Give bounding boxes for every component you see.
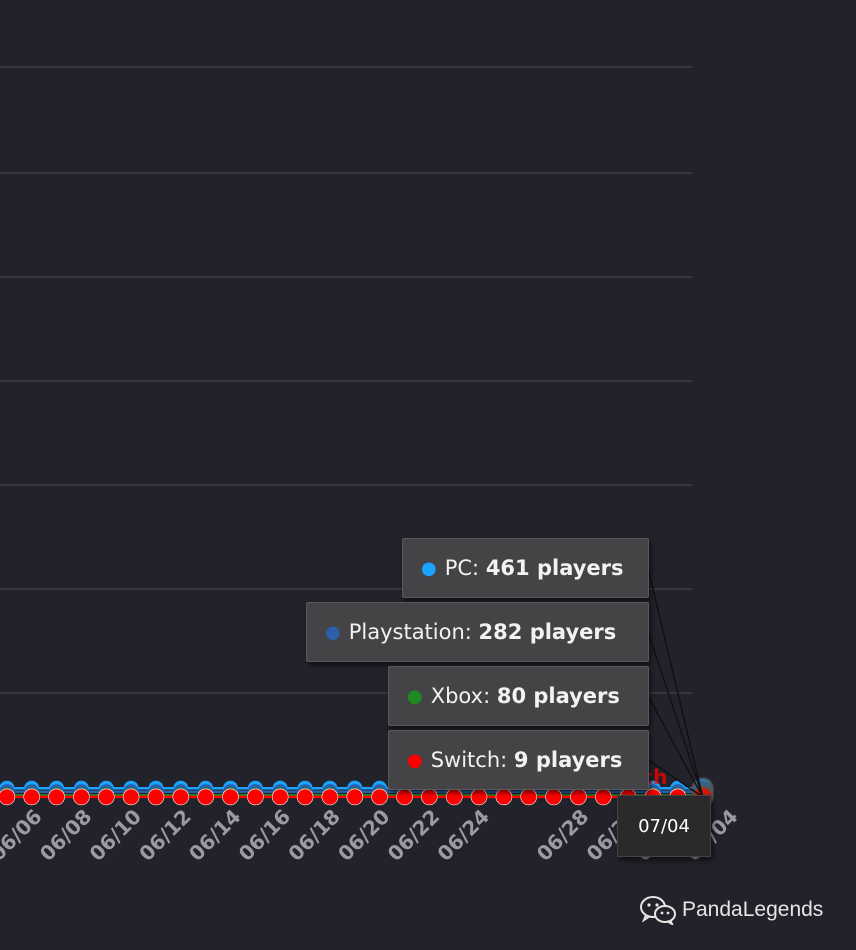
point-switch	[396, 788, 413, 806]
pc-dot-icon: ●	[421, 557, 437, 579]
point-switch	[470, 788, 488, 806]
point-switch	[545, 788, 562, 806]
point-switch	[495, 788, 513, 806]
point-switch	[48, 788, 65, 806]
switch-dot-icon: ●	[407, 749, 423, 771]
tooltip-playstation-label: Playstation:	[348, 620, 472, 644]
point-switch	[98, 788, 115, 806]
tooltip-switch-value: 9 players	[513, 748, 623, 772]
x-tick-label: 06/22	[383, 804, 444, 865]
tooltip-playstation-value: 282 players	[478, 620, 617, 644]
x-tick-label: 06/28	[532, 804, 593, 865]
tooltip-playstation: ● Playstation: 282 players	[306, 602, 649, 662]
series-layer	[0, 567, 714, 808]
x-tick-label: 06/16	[234, 804, 295, 865]
tooltip-switch-label: Switch:	[430, 748, 508, 772]
point-switch	[371, 788, 388, 806]
point-switch	[271, 788, 289, 806]
point-switch	[222, 788, 239, 806]
x-tick-label: 06/12	[134, 804, 195, 865]
x-tick-label: 06/24	[432, 804, 493, 865]
x-tick-label: 06/18	[283, 804, 344, 865]
x-axis-tooltip: 07/04	[617, 795, 711, 857]
gridlines	[0, 66, 692, 694]
tooltip-leader-line	[647, 695, 704, 798]
tooltip-pc-value: 461 players	[485, 556, 624, 580]
point-switch	[247, 788, 264, 806]
point-switch	[122, 788, 140, 806]
point-switch	[420, 788, 438, 806]
x-tick-label: 06/20	[333, 804, 394, 865]
wechat-icon	[640, 896, 676, 925]
point-switch	[147, 788, 165, 806]
tooltip-leader-line	[647, 631, 704, 798]
xbox-dot-icon: ●	[407, 685, 423, 707]
point-switch	[172, 788, 190, 806]
tooltip-xbox-label: Xbox:	[430, 684, 491, 708]
playstation-dot-icon: ●	[325, 621, 341, 643]
point-switch	[296, 788, 314, 806]
tooltip-switch: ● Switch: 9 players	[388, 730, 649, 790]
x-tick-label: 06/06	[0, 804, 47, 865]
tooltip-xbox: ● Xbox: 80 players	[388, 666, 649, 726]
tooltip-leader-line	[647, 759, 704, 798]
x-tick-label: 06/10	[85, 804, 146, 865]
watermark-text: PandaLegends	[682, 898, 824, 921]
point-switch	[520, 788, 538, 806]
point-switch	[0, 788, 16, 806]
tooltip-pc: ● PC: 461 players	[402, 538, 649, 598]
point-switch	[445, 788, 463, 806]
x-tick-label: 06/14	[184, 804, 245, 865]
tooltip-xbox-value: 80 players	[496, 684, 620, 708]
point-switch	[594, 788, 612, 806]
tooltip-leader-line	[647, 567, 704, 798]
point-switch	[23, 788, 41, 806]
point-switch	[346, 788, 364, 806]
x-tick-label: 06/08	[35, 804, 96, 865]
point-switch	[197, 788, 214, 806]
point-switch	[570, 788, 587, 806]
point-switch	[73, 788, 90, 806]
tooltip-pc-label: PC:	[444, 556, 480, 580]
watermark: PandaLegends	[640, 893, 823, 927]
x-axis-tooltip-value: 07/04	[638, 815, 690, 837]
point-switch	[321, 788, 339, 806]
